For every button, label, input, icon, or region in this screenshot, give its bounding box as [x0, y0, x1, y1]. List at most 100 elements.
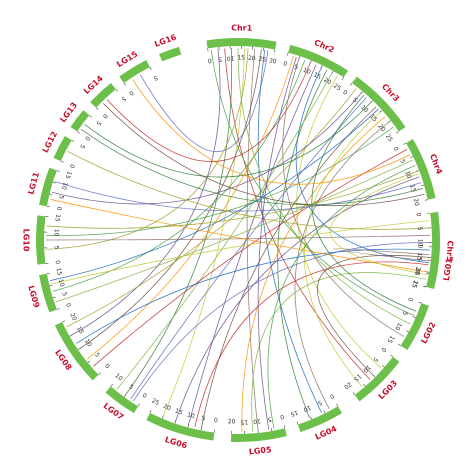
synteny-link — [187, 64, 317, 426]
tick-label: 0 — [127, 89, 134, 97]
tick-label: 10 — [302, 404, 312, 413]
tick-label: 20 — [228, 418, 236, 425]
tick-mark — [426, 271, 430, 273]
segment-chr3 — [351, 76, 406, 132]
tick-mark — [350, 82, 353, 86]
tick-label: 15 — [410, 279, 419, 288]
tick-label: 10 — [393, 321, 403, 331]
synteny-link — [52, 59, 306, 292]
tick-mark — [323, 410, 326, 414]
tick-label: 15 — [352, 372, 362, 382]
tick-label: 0 — [55, 206, 63, 211]
tick-label: 15 — [174, 408, 184, 417]
tick-label: 10 — [83, 338, 93, 348]
tick-mark — [46, 272, 50, 274]
tick-mark — [412, 316, 416, 319]
tick-label: 10 — [253, 417, 262, 425]
synteny-link — [162, 48, 246, 417]
tick-mark — [89, 115, 92, 118]
tick-mark — [283, 425, 286, 429]
synteny-link — [50, 108, 379, 281]
segment-lg15 — [119, 60, 150, 84]
tick-mark — [423, 285, 427, 288]
synteny-link — [200, 106, 377, 429]
tick-mark — [56, 308, 60, 310]
label-chr1: Chr1 — [231, 23, 253, 32]
tick-label: 5 — [415, 257, 422, 262]
synteny-link — [130, 97, 367, 400]
tick-label: 15 — [368, 113, 378, 123]
tick-label: 5 — [78, 143, 86, 150]
synteny-link — [282, 57, 405, 337]
tick-label: 0 — [414, 212, 421, 217]
tick-label: 10 — [403, 170, 412, 180]
synteny-link — [296, 75, 382, 369]
tick-mark — [161, 415, 164, 419]
tick-label: 15 — [289, 409, 299, 418]
tick-label: 5 — [316, 399, 323, 407]
segment-lg03 — [354, 356, 400, 402]
tick-mark — [372, 374, 376, 378]
tick-label: 20 — [376, 123, 386, 133]
tick-label: 15 — [415, 252, 423, 260]
tick-label: 25 — [150, 397, 160, 407]
synteny-link — [56, 159, 413, 303]
synteny-link — [257, 56, 297, 430]
segment-lg11 — [39, 167, 57, 207]
tick-label: 15 — [55, 267, 63, 276]
segment-chr2 — [288, 44, 349, 78]
synteny-link — [46, 170, 418, 229]
tick-mark — [274, 49, 276, 53]
synteny-link — [317, 255, 430, 377]
tick-mark — [71, 139, 75, 142]
tick-label: 5 — [267, 415, 272, 423]
label-chr4: Chr4 — [428, 153, 444, 176]
tick-mark — [331, 70, 334, 74]
tick-label: 25 — [410, 279, 419, 288]
tick-mark — [52, 181, 56, 184]
synteny-link — [194, 261, 429, 428]
tick-label: 0 — [406, 296, 414, 302]
label-lg12: LG12 — [41, 130, 60, 154]
synteny-link — [132, 79, 411, 185]
tick-label: 0 — [141, 392, 148, 400]
synteny-link — [257, 49, 322, 414]
tick-label: 0 — [341, 89, 348, 97]
tick-mark — [77, 347, 81, 351]
tick-mark — [398, 343, 401, 346]
tick-mark — [341, 77, 344, 80]
tick-mark — [200, 427, 202, 431]
tick-label: 5 — [95, 119, 103, 127]
tick-label: 15 — [63, 170, 72, 180]
tick-label: 5 — [93, 351, 101, 359]
tick-label: 10 — [186, 411, 195, 420]
tick-label: 15 — [312, 71, 322, 81]
tick-mark — [49, 193, 53, 196]
synteny-link — [333, 248, 430, 262]
tick-label: 5 — [293, 64, 299, 72]
tick-mark — [123, 394, 126, 398]
label-lg11: LG11 — [26, 171, 41, 196]
tick-label: 10 — [413, 267, 421, 276]
tick-mark — [390, 354, 394, 357]
segment-lg02 — [400, 303, 429, 351]
tick-mark — [123, 82, 126, 86]
tick-mark — [287, 52, 289, 56]
synteny-link — [133, 242, 430, 402]
tick-mark — [296, 421, 299, 425]
tick-label: 15 — [53, 214, 61, 223]
tick-mark — [405, 330, 409, 333]
segment-lg09 — [39, 273, 57, 313]
synteny-link — [267, 165, 416, 429]
synteny-link — [46, 48, 249, 250]
synteny-link — [71, 49, 221, 336]
tick-mark — [49, 284, 53, 287]
synteny-link — [241, 116, 386, 432]
tick-mark — [76, 131, 80, 134]
tick-mark — [320, 65, 323, 69]
tick-label: 5 — [351, 97, 359, 105]
tick-label: 30 — [268, 57, 277, 65]
label-lg01: LG01 — [442, 257, 454, 281]
tick-label: 25 — [384, 133, 394, 143]
tick-mark — [98, 372, 101, 375]
